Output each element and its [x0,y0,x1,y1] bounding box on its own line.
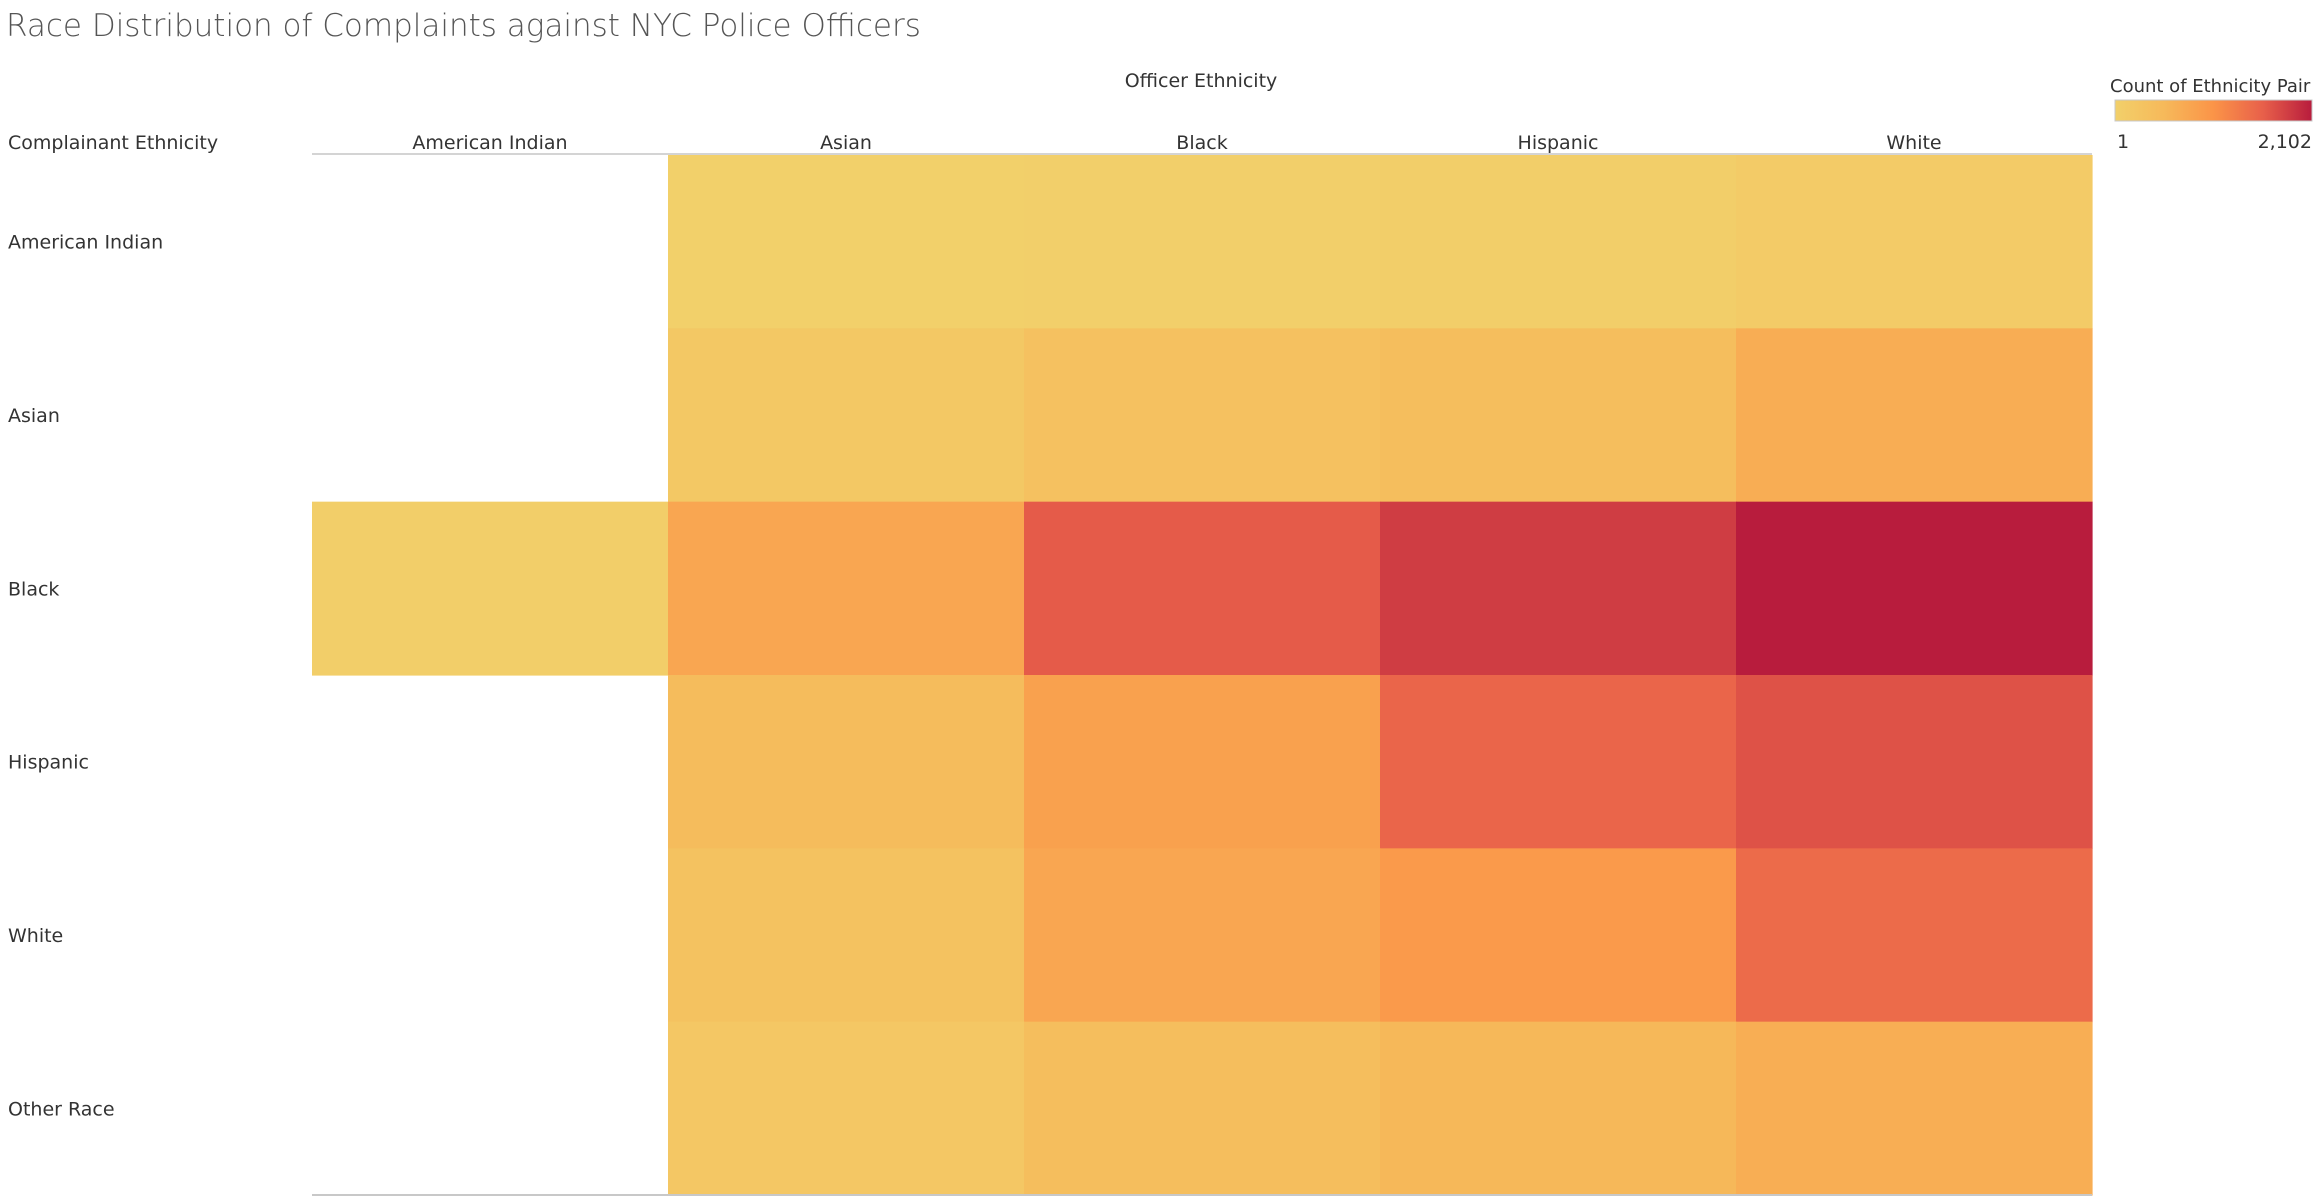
legend-max-label: 2,102 [2258,131,2312,153]
heatmap-cell-white-hispanic[interactable] [1380,848,1737,1023]
column-label-asian: Asian [820,132,872,154]
legend-gradient-bar [2114,99,2313,122]
row-label-hispanic: Hispanic [8,752,89,774]
heatmap-cell-white-asian[interactable] [668,848,1025,1023]
column-label-black: Black [1176,132,1227,154]
legend-min-label: 1 [2117,131,2129,153]
heatmap-cell-asian-white[interactable] [1736,328,2093,503]
heatmap-cell-american-indian-asian[interactable] [668,155,1025,329]
column-label-white: White [1886,132,1941,154]
row-header: Complainant Ethnicity [8,132,218,154]
column-labels: American Indian Asian Black Hispanic White [412,132,1941,154]
row-label-black: Black [8,578,59,600]
heatmap-cell-black-asian[interactable] [668,501,1025,676]
column-label-hispanic: Hispanic [1518,132,1599,154]
column-header: Officer Ethnicity [1125,70,1278,92]
heatmap-cells [312,155,2093,1196]
heatmap-cell-american-indian-white[interactable] [1736,155,2093,329]
heatmap-cell-asian-asian[interactable] [668,328,1025,503]
heatmap-cell-asian-black[interactable] [1024,328,1381,503]
heatmap-cell-other-race-asian[interactable] [668,1021,1025,1196]
heatmap-cell-american-indian-hispanic[interactable] [1380,155,1737,329]
heatmap-cell-hispanic-asian[interactable] [668,675,1025,849]
heatmap-cell-white-black[interactable] [1024,848,1381,1023]
row-label-other-race: Other Race [8,1098,115,1120]
heatmap-cell-white-white[interactable] [1736,848,2093,1023]
row-label-white: White [8,925,63,947]
heatmap-cell-hispanic-hispanic[interactable] [1380,675,1737,849]
heatmap-cell-black-american-indian[interactable] [312,501,669,676]
heatmap-cell-other-race-hispanic[interactable] [1380,1021,1737,1196]
chart-title: Race Distribution of Complaints against … [6,8,921,44]
heatmap-cell-american-indian-black[interactable] [1024,155,1381,329]
row-labels: American Indian Asian Black Hispanic White Ot… [8,232,163,1121]
heatmap-cell-black-white[interactable] [1736,501,2093,676]
heatmap-cell-hispanic-black[interactable] [1024,675,1381,849]
color-legend: Count of Ethnicity Pair 1 2,102 [2110,76,2313,153]
heatmap-cell-asian-hispanic[interactable] [1380,328,1737,503]
row-label-asian: Asian [8,405,60,427]
heatmap-cell-other-race-black[interactable] [1024,1021,1381,1196]
heatmap-cell-black-hispanic[interactable] [1380,501,1737,676]
heatmap-cell-hispanic-white[interactable] [1736,675,2093,849]
legend-title: Count of Ethnicity Pair [2110,76,2311,97]
heatmap-cell-other-race-white[interactable] [1736,1021,2093,1196]
column-label-american-indian: American Indian [412,132,567,154]
heatmap-cell-black-black[interactable] [1024,501,1381,676]
row-label-american-indian: American Indian [8,232,163,254]
